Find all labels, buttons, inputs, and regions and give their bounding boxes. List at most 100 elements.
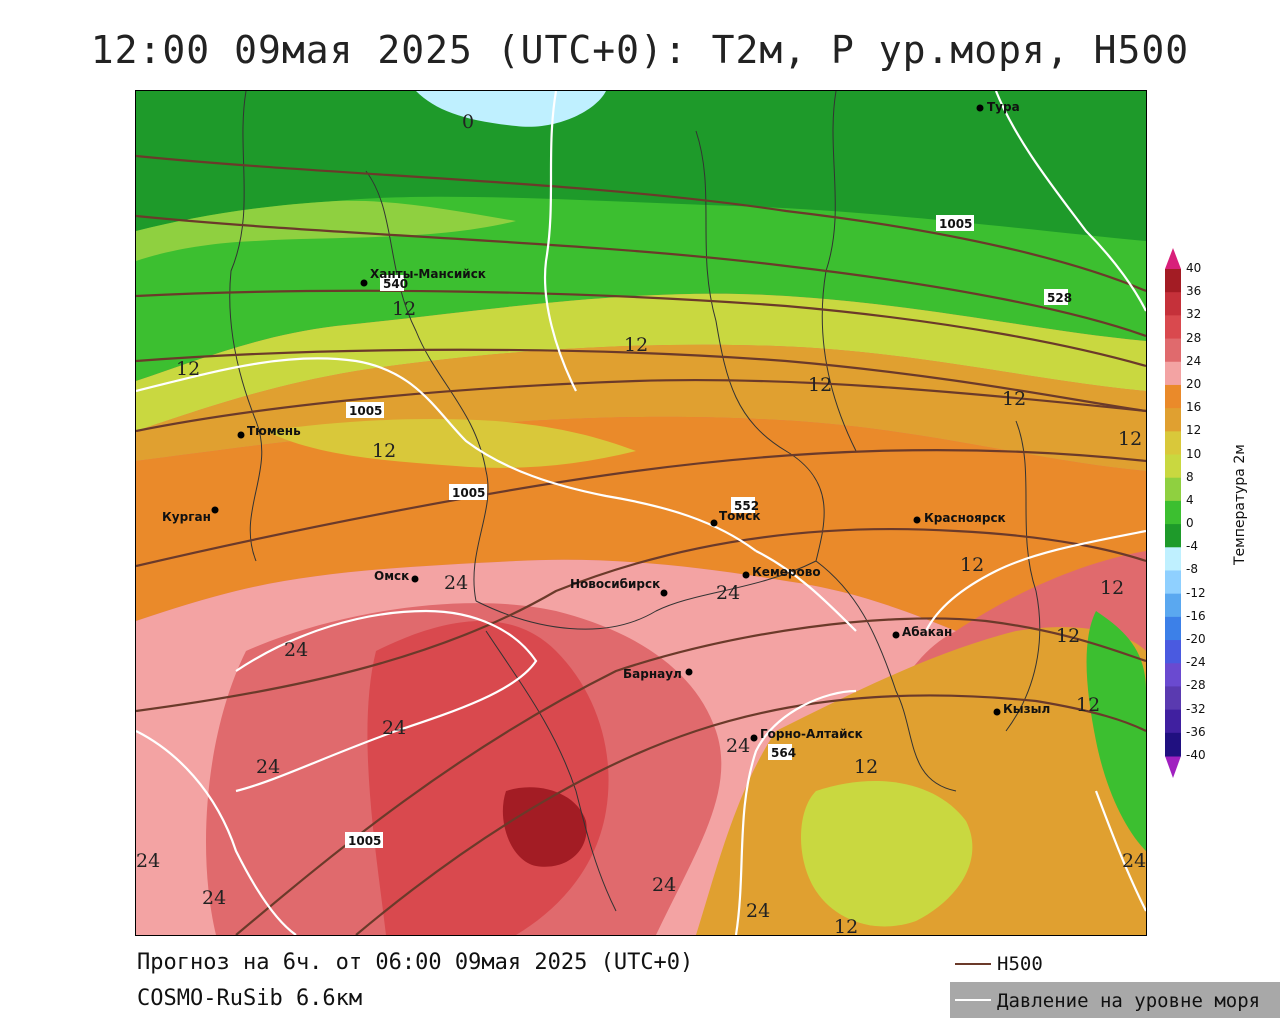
pressure-isobars: [136, 91, 1146, 935]
city-label: Кызыл: [1003, 702, 1050, 716]
city-dot: [742, 571, 750, 579]
colorbar-tick-label: 40: [1186, 261, 1202, 275]
colorbar-tick-label: -12: [1186, 585, 1206, 600]
colorbar-tick-label: 28: [1186, 330, 1202, 345]
city-dot: [892, 631, 900, 639]
city-label: Омск: [374, 569, 409, 583]
temp-band-darkgreen: [136, 91, 1146, 241]
city-dot: [750, 734, 758, 742]
colorbar-cell: [1165, 593, 1181, 618]
city-dot: [211, 506, 219, 514]
map-canvas: 540 528 552 564 1005 1005 1005 1005 0 12…: [136, 91, 1146, 935]
city-label: Тура: [987, 100, 1020, 114]
city-label: Абакан: [902, 625, 952, 639]
city-label: Кемерово: [752, 565, 821, 579]
colorbar-tick-label: -36: [1186, 724, 1206, 739]
temp-label: 12: [960, 554, 984, 576]
temp-label: 12: [624, 334, 648, 356]
pressure-label: 1005: [939, 217, 972, 231]
colorbar-tick-label: -20: [1186, 632, 1206, 647]
h500-label: 564: [771, 746, 796, 760]
colorbar-tick-label: -8: [1186, 562, 1198, 577]
colorbar-cell: [1165, 361, 1181, 386]
temp-label: 12: [176, 358, 200, 380]
h500-label: 552: [734, 499, 759, 513]
city-label: Горно-Алтайск: [760, 727, 863, 741]
temp-label: 24: [1122, 850, 1146, 872]
temp-label: 12: [808, 374, 832, 396]
temp-label: 12: [834, 916, 858, 935]
temp-label: 24: [746, 900, 770, 922]
colorbar-cell: [1165, 408, 1181, 432]
colorbar-tick-label: 36: [1186, 284, 1202, 299]
colorbar-tick-label: -16: [1186, 608, 1206, 623]
colorbar-cell: [1165, 640, 1181, 664]
colorbar-cell: [1165, 338, 1181, 363]
city-label: Тюмень: [247, 424, 301, 438]
temp-label: 12: [372, 440, 396, 462]
colorbar-tick-label: 24: [1186, 353, 1202, 368]
h500-label: 528: [1047, 291, 1072, 305]
city-dot: [360, 279, 368, 287]
colorbar-tick-label: -40: [1186, 748, 1206, 762]
colorbar-cell: [1165, 431, 1181, 456]
colorbar-cell: [1165, 315, 1181, 340]
colorbar-bottom-arrow: [1165, 756, 1181, 778]
colorbar-cell: [1165, 616, 1181, 641]
colorbar-tick-label: 32: [1186, 307, 1202, 322]
colorbar-tick-label: 12: [1186, 423, 1202, 438]
temp-label: 24: [716, 582, 740, 604]
pressure-legend-label: Давление на уровне моря: [997, 990, 1261, 1012]
city-label: Ханты-Мансийск: [370, 267, 486, 281]
temp-label: 12: [1002, 388, 1026, 410]
pressure-label: 1005: [452, 486, 485, 500]
temp-label: 12: [1076, 694, 1100, 716]
temp-label: 24: [382, 717, 406, 739]
colorbar-cell: [1165, 663, 1181, 687]
colorbar-tick-label: -32: [1186, 701, 1206, 716]
temp-band-cold: [416, 91, 606, 127]
temp-label: 24: [726, 735, 750, 757]
temp-label-group: 0 12 12 12 12 12 12 12 12 12 12 12 12 12…: [136, 111, 1146, 935]
city-label: Красноярск: [924, 511, 1006, 525]
pressure-legend-box: [950, 982, 1280, 1018]
temp-label: 12: [1056, 625, 1080, 647]
temp-band-yellow-strip: [266, 419, 636, 468]
city-dot: [710, 519, 718, 527]
pressure-label: 1005: [348, 834, 381, 848]
pressure-legend-swatch: [955, 999, 991, 1001]
forecast-info: Прогноз на 6ч. от 06:00 09мая 2025 (UTC+…: [137, 950, 694, 975]
colorbar-tick-label: 16: [1186, 400, 1202, 415]
colorbar-cell: [1165, 570, 1181, 595]
colorbar-top-arrow: [1165, 248, 1181, 269]
colorbar-tick-label: -28: [1186, 678, 1206, 693]
temp-label: 24: [444, 572, 468, 594]
colorbar-cell: [1165, 500, 1181, 525]
city-label: Томск: [719, 509, 761, 523]
model-info: COSMO-RuSib 6.6км: [137, 986, 363, 1011]
colorbar-tick-label: 8: [1186, 469, 1194, 484]
city-dot: [685, 668, 693, 676]
temp-label: 24: [202, 887, 226, 909]
h500-contours: [136, 154, 1146, 935]
colorbar-cell: [1165, 269, 1181, 293]
city-label: Барнаул: [623, 667, 682, 681]
city-dot: [913, 516, 921, 524]
temp-label: 24: [136, 850, 160, 872]
colorbar-tick-label: -4: [1186, 539, 1198, 554]
colorbar-cell: [1165, 384, 1181, 409]
colorbar-tick-label: 20: [1186, 376, 1202, 391]
colorbar-cell: [1165, 292, 1181, 316]
temp-label: 12: [1100, 577, 1124, 599]
pressure-label-group: 1005 1005 1005 1005: [345, 215, 974, 848]
colorbar-cells: [1165, 269, 1181, 757]
city-dot: [660, 589, 668, 597]
forecast-map[interactable]: 540 528 552 564 1005 1005 1005 1005 0 12…: [135, 90, 1147, 936]
temp-band-yelloworange: [136, 344, 1146, 471]
colorbar-title: Температура 2м: [1232, 444, 1248, 566]
temp-band-orange: [136, 416, 1146, 631]
colorbar-cell: [1165, 732, 1181, 757]
temp-band-mountain-cool: [801, 781, 973, 927]
colorbar-tick-label: -24: [1186, 655, 1206, 670]
temp-band-yellowgreen: [136, 293, 1146, 431]
